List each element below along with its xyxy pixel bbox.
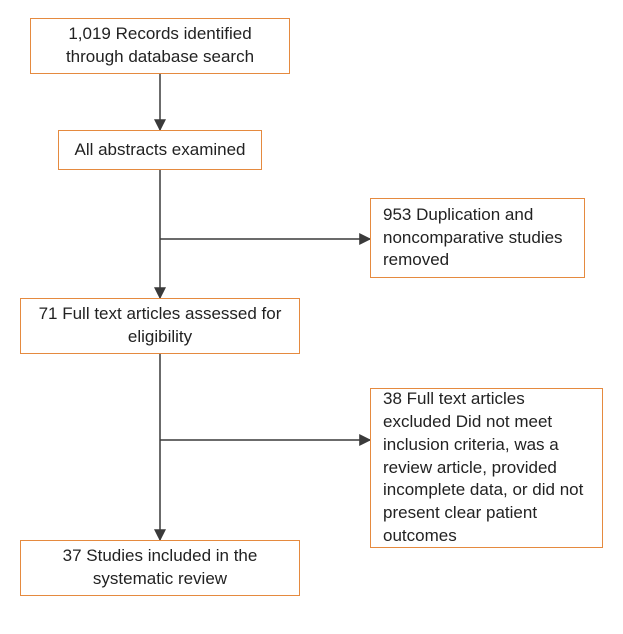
flow-node-label: All abstracts examined — [74, 139, 245, 162]
flow-node-n1: 1,019 Records identified through databas… — [30, 18, 290, 74]
flow-node-n5: 38 Full text articles excluded Did not m… — [370, 388, 603, 548]
flow-node-n4: 71 Full text articles assessed for eligi… — [20, 298, 300, 354]
flow-node-label: 38 Full text articles excluded Did not m… — [383, 388, 590, 549]
flow-node-n3: 953 Duplication and noncomparative studi… — [370, 198, 585, 278]
flowchart-canvas: 1,019 Records identified through databas… — [0, 0, 623, 634]
flow-node-n6: 37 Studies included in the systematic re… — [20, 540, 300, 596]
flow-node-label: 1,019 Records identified through databas… — [43, 23, 277, 69]
flow-node-label: 71 Full text articles assessed for eligi… — [33, 303, 287, 349]
flow-node-label: 37 Studies included in the systematic re… — [33, 545, 287, 591]
flow-node-n2: All abstracts examined — [58, 130, 262, 170]
flow-node-label: 953 Duplication and noncomparative studi… — [383, 204, 572, 273]
